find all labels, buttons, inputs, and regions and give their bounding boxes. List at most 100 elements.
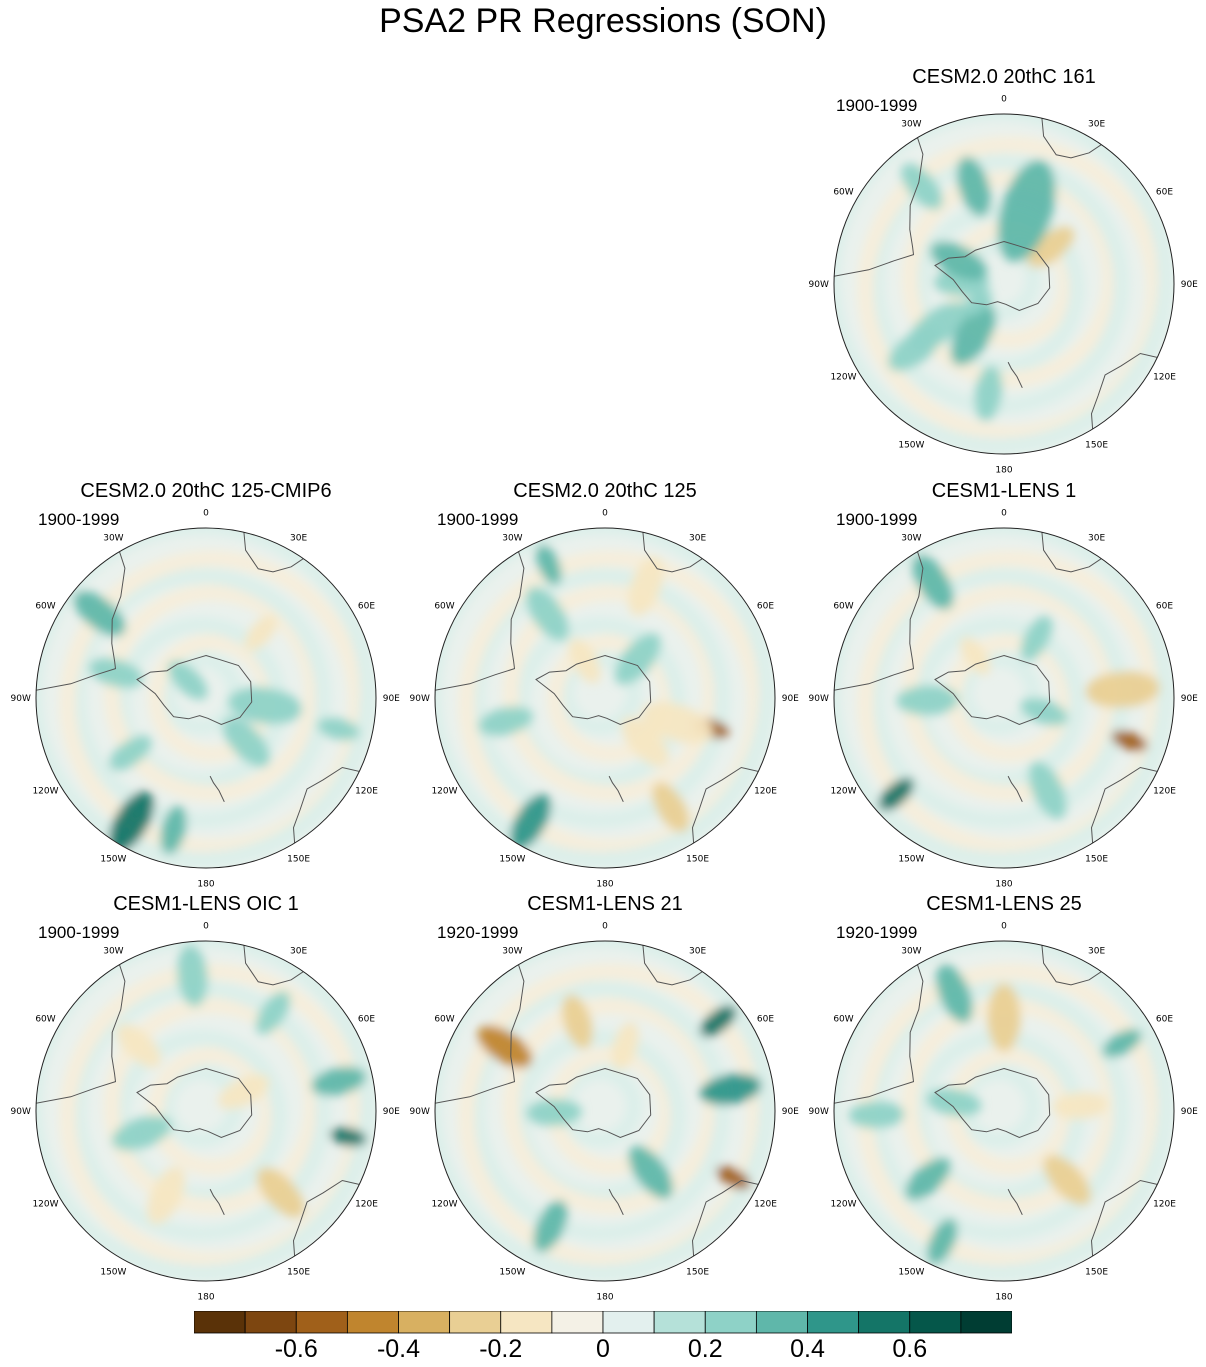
longitude-label: 0 (602, 509, 608, 519)
anomaly-band (857, 136, 1163, 442)
longitude-label: 90E (782, 1107, 799, 1117)
anomaly-band (834, 941, 1174, 1281)
longitude-label: 120E (1153, 1200, 1176, 1210)
panel-period: 1920-1999 (836, 923, 918, 942)
polar-map: 0 30E 60E 90E 120E 150E 180 150W 120W 90W 60W 30W (410, 922, 800, 1303)
anomaly-region (111, 1115, 172, 1151)
anomaly-band (36, 941, 376, 1281)
antarctica-coastline (934, 1067, 1051, 1139)
longitude-label: 60W (833, 187, 853, 197)
panel-title: CESM2.0 20thC 161 (912, 66, 1096, 88)
map-panel: CESM1-LENS 25 1920-1999 0 30E 60E 90E 120E 15… (804, 893, 1204, 1303)
longitude-label: 90E (1181, 694, 1198, 704)
anomaly-region (168, 660, 208, 700)
longitude-label: 180 (995, 1292, 1012, 1302)
anomaly-region (311, 1066, 367, 1096)
map-panel: CESM2.0 20thC 161 1900-1999 0 30E 60E 90E 12… (804, 66, 1204, 476)
map-border (833, 113, 1175, 455)
anomaly-region (510, 794, 552, 850)
longitude-label: 90E (383, 694, 400, 704)
coastline (834, 956, 924, 1106)
anomaly-band (912, 202, 1086, 376)
anomaly-region (160, 805, 187, 855)
anomaly-region (535, 544, 562, 586)
longitude-label: 90W (410, 1107, 430, 1117)
anomaly-band (546, 633, 676, 763)
anomaly-region (974, 365, 1003, 422)
longitude-label: 180 (197, 1292, 214, 1302)
panel-title: CESM1-LENS 1 (931, 480, 1077, 502)
coastline (1040, 941, 1110, 986)
coastline (209, 1188, 225, 1216)
longitude-label: 120E (355, 1200, 378, 1210)
anomaly-region (896, 685, 959, 716)
longitude-label: 30E (1088, 947, 1105, 957)
longitude-label: 60W (35, 1014, 55, 1024)
coastline (1007, 1188, 1023, 1216)
anomaly-band (469, 980, 731, 1242)
map-border (434, 527, 776, 869)
anomaly-band (435, 941, 775, 1281)
longitude-label: 60E (757, 1014, 774, 1024)
polar-map: 0 30E 60E 90E 120E 150E 180 150W 120W 90W 60W 30W (809, 95, 1199, 476)
longitude-label: 0 (1001, 509, 1007, 519)
longitude-label: 0 (203, 509, 209, 519)
colorbar: -0.6 -0.4 -0.2 0 0.2 0.4 0.6 (194, 1311, 1012, 1367)
anomaly-region (177, 944, 208, 1007)
longitude-label: 180 (197, 879, 214, 889)
colorbar-tick-label: 0 (596, 1335, 610, 1363)
map-panel: CESM1-LENS OIC 1 1900-1999 0 30E 60E 90E 120… (6, 893, 406, 1303)
longitude-label: 120E (355, 787, 378, 797)
longitude-label: 90W (11, 1107, 31, 1117)
anomaly-region (699, 1005, 737, 1037)
anomaly-region (109, 735, 152, 771)
map-panel: CESM1-LENS 21 1920-1999 0 30E 60E 90E 120E 15… (405, 893, 805, 1303)
map-panel: CESM2.0 20thC 125 1900-1999 0 30E 60E 90E 12… (405, 480, 805, 890)
anomaly-band (901, 170, 1119, 388)
anomaly-band (36, 528, 376, 868)
map-border (434, 940, 776, 1282)
coastline (608, 1188, 624, 1216)
longitude-label: 60W (35, 601, 55, 611)
anomaly-region (1028, 761, 1067, 819)
anomaly-region (244, 615, 277, 651)
map-border (35, 940, 377, 1282)
anomaly-region (562, 994, 593, 1049)
anomaly-region (108, 791, 155, 853)
coastline (435, 956, 525, 1106)
longitude-label: 180 (596, 1292, 613, 1302)
anomaly-region (222, 716, 270, 767)
colorbar-swatch (755, 1311, 808, 1334)
anomaly-region (960, 290, 993, 318)
anomaly-band (513, 1029, 687, 1203)
anomaly-band (103, 584, 321, 802)
anomaly-band (513, 616, 687, 790)
anomaly-band (957, 651, 1041, 735)
map-border (833, 527, 1175, 869)
colorbar-tick-label: -0.6 (274, 1335, 318, 1363)
anomaly-band (834, 528, 1174, 868)
anomaly-band (834, 114, 1174, 454)
anomaly-band (458, 963, 764, 1269)
anomaly-band (502, 584, 720, 802)
anomaly-region (317, 717, 360, 741)
antarctica-coastline (535, 1067, 652, 1139)
longitude-label: 30W (901, 947, 921, 957)
coastline (1007, 775, 1023, 803)
anomaly-region (218, 1074, 270, 1110)
anomaly-region (329, 1127, 367, 1147)
coastline (691, 1179, 767, 1266)
panel-period: 1900-1999 (836, 510, 918, 529)
anomaly-region (1020, 697, 1069, 726)
coastline (242, 941, 312, 986)
anomaly-region (1020, 615, 1053, 661)
coastline (435, 543, 525, 693)
anomaly-region (147, 1166, 185, 1225)
anomaly-region (901, 163, 943, 210)
longitude-label: 120E (754, 787, 777, 797)
anomaly-band (103, 997, 321, 1215)
longitude-label: 150E (1085, 1268, 1108, 1278)
anomaly-region (1052, 1091, 1109, 1120)
longitude-label: 90W (410, 694, 430, 704)
longitude-label: 30W (103, 947, 123, 957)
